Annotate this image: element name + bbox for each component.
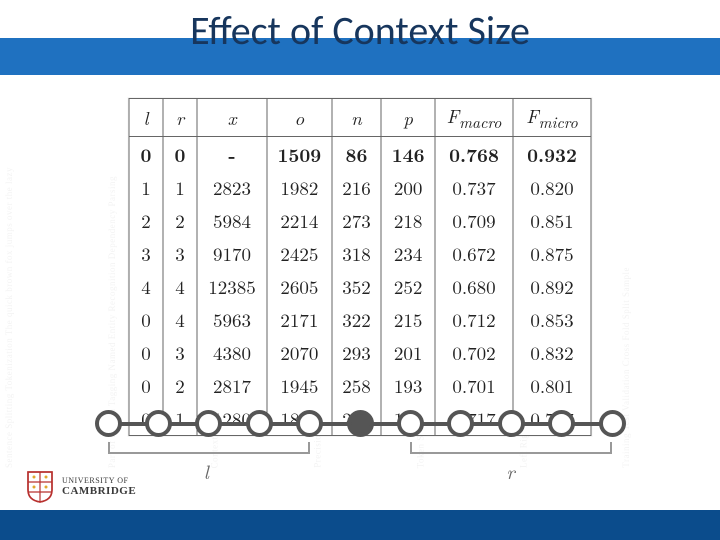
footer-band bbox=[0, 510, 720, 540]
table-cell: 1945 bbox=[267, 369, 332, 402]
col-header: x bbox=[197, 99, 267, 137]
table-cell: 2214 bbox=[267, 204, 332, 237]
table-cell: 3 bbox=[163, 336, 197, 369]
diagram-bracket bbox=[108, 442, 310, 454]
table-cell: 4 bbox=[163, 270, 197, 303]
diagram-label: l bbox=[204, 456, 209, 485]
logo-line1: UNIVERSITY OF bbox=[62, 477, 136, 486]
table-cell: 0.768 bbox=[435, 136, 513, 171]
table-cell: 216 bbox=[332, 171, 382, 204]
table-cell: 2 bbox=[163, 369, 197, 402]
table-cell: 1 bbox=[163, 171, 197, 204]
diagram-node bbox=[95, 410, 122, 437]
table-cell: 2425 bbox=[267, 237, 332, 270]
table-cell: 1 bbox=[129, 171, 163, 204]
table-cell: 0.672 bbox=[435, 237, 513, 270]
table-cell: 0 bbox=[129, 336, 163, 369]
diagram-node bbox=[498, 410, 525, 437]
table-cell: 234 bbox=[381, 237, 435, 270]
table-cell: 86 bbox=[332, 136, 382, 171]
table-cell: 4 bbox=[129, 270, 163, 303]
diagram-node bbox=[145, 410, 172, 437]
table-cell: 322 bbox=[332, 303, 382, 336]
table-cell: 0.892 bbox=[513, 270, 591, 303]
shield-icon bbox=[26, 470, 54, 504]
table-cell: 2171 bbox=[267, 303, 332, 336]
table-cell: 1982 bbox=[267, 171, 332, 204]
diagram-node bbox=[195, 410, 222, 437]
table-cell: 5963 bbox=[197, 303, 267, 336]
table-cell: 0.702 bbox=[435, 336, 513, 369]
col-header: n bbox=[332, 99, 382, 137]
table-cell: 273 bbox=[332, 204, 382, 237]
table-cell: 0.853 bbox=[513, 303, 591, 336]
col-header: l bbox=[129, 99, 163, 137]
slide-title: Effect of Context Size bbox=[0, 6, 720, 55]
table-cell: 0.712 bbox=[435, 303, 513, 336]
table-cell: 252 bbox=[381, 270, 435, 303]
table-cell: 0.709 bbox=[435, 204, 513, 237]
table-cell: 4 bbox=[163, 303, 197, 336]
table-cell: 2 bbox=[163, 204, 197, 237]
diagram-label: r bbox=[506, 456, 514, 485]
logo-line2: CAMBRIDGE bbox=[62, 485, 136, 497]
table-cell: 193 bbox=[381, 369, 435, 402]
table-cell: 0.932 bbox=[513, 136, 591, 171]
footer: UNIVERSITY OF CAMBRIDGE bbox=[0, 486, 720, 540]
diagram-node bbox=[347, 410, 374, 437]
col-header: Fmicro bbox=[513, 99, 591, 137]
title-bar: Effect of Context Size bbox=[0, 0, 720, 75]
university-logo: UNIVERSITY OF CAMBRIDGE bbox=[26, 470, 136, 504]
diagram-node bbox=[599, 410, 626, 437]
table-cell: 318 bbox=[332, 237, 382, 270]
table-cell: 215 bbox=[381, 303, 435, 336]
table-cell: 0.680 bbox=[435, 270, 513, 303]
table-cell: 218 bbox=[381, 204, 435, 237]
diagram-node bbox=[246, 410, 273, 437]
col-header: p bbox=[381, 99, 435, 137]
table-cell: - bbox=[197, 136, 267, 171]
table-cell: 2605 bbox=[267, 270, 332, 303]
table-cell: 0.851 bbox=[513, 204, 591, 237]
table-cell: 2817 bbox=[197, 369, 267, 402]
table-cell: 0 bbox=[163, 136, 197, 171]
table-cell: 0.820 bbox=[513, 171, 591, 204]
results-table: lrxonpFmacroFmicro00-1509861460.7680.932… bbox=[129, 98, 592, 436]
slide: Sentence Splitting Tokenization The quic… bbox=[0, 0, 720, 540]
col-header: r bbox=[163, 99, 197, 137]
table-cell: 3 bbox=[129, 237, 163, 270]
diagram-node bbox=[548, 410, 575, 437]
table-cell: 0.801 bbox=[513, 369, 591, 402]
university-text: UNIVERSITY OF CAMBRIDGE bbox=[62, 477, 136, 498]
diagram-node bbox=[397, 410, 424, 437]
table-cell: 0 bbox=[129, 303, 163, 336]
col-header: Fmacro bbox=[435, 99, 513, 137]
table-cell: 146 bbox=[381, 136, 435, 171]
table-cell: 2070 bbox=[267, 336, 332, 369]
table-cell: 201 bbox=[381, 336, 435, 369]
table-cell: 293 bbox=[332, 336, 382, 369]
table-cell: 352 bbox=[332, 270, 382, 303]
table-cell: 0 bbox=[129, 369, 163, 402]
table-cell: 200 bbox=[381, 171, 435, 204]
context-diagram: lr bbox=[90, 408, 630, 478]
table-cell: 0.832 bbox=[513, 336, 591, 369]
table-cell: 0.701 bbox=[435, 369, 513, 402]
table-cell: 12385 bbox=[197, 270, 267, 303]
table-cell: 1509 bbox=[267, 136, 332, 171]
table-cell: 2 bbox=[129, 204, 163, 237]
diagram-node bbox=[447, 410, 474, 437]
table-cell: 2823 bbox=[197, 171, 267, 204]
table-cell: 9170 bbox=[197, 237, 267, 270]
table-cell: 258 bbox=[332, 369, 382, 402]
table-cell: 3 bbox=[163, 237, 197, 270]
table-cell: 0 bbox=[129, 136, 163, 171]
table-cell: 0.875 bbox=[513, 237, 591, 270]
table-cell: 4380 bbox=[197, 336, 267, 369]
table-cell: 0.737 bbox=[435, 171, 513, 204]
diagram-bracket bbox=[410, 442, 612, 454]
table-cell: 5984 bbox=[197, 204, 267, 237]
col-header: o bbox=[267, 99, 332, 137]
diagram-node bbox=[296, 410, 323, 437]
